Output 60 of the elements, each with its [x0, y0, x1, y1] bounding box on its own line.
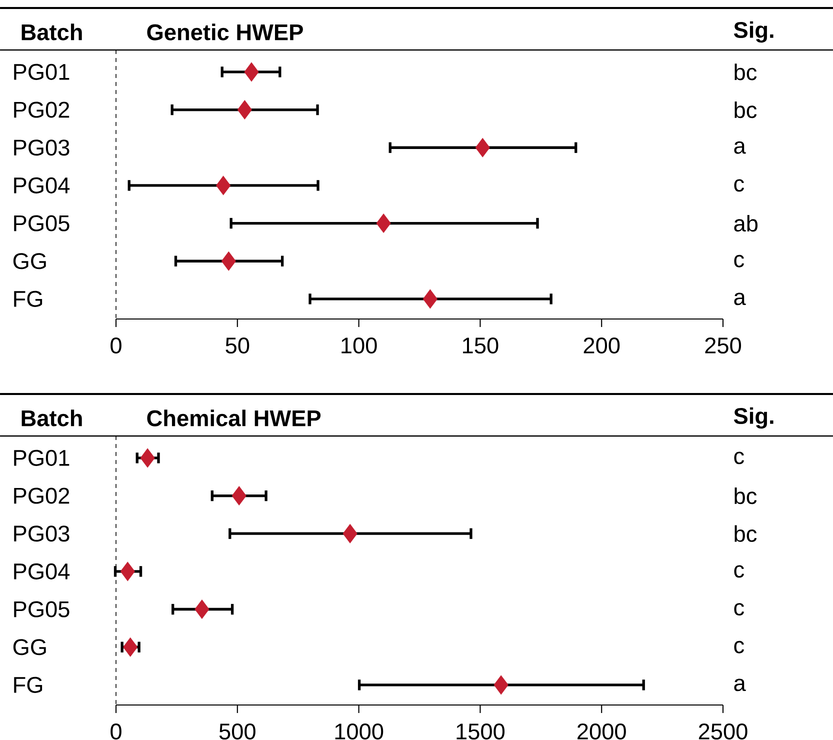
point	[216, 176, 231, 196]
text: a	[734, 292, 746, 306]
x-tick-label: 0	[110, 337, 122, 354]
x-tick-label: 50	[226, 337, 250, 354]
y-tick-label: PG03	[14, 526, 70, 542]
y-tick-label: PG05	[14, 215, 70, 232]
x-tick-label: 150	[463, 337, 498, 354]
point	[376, 214, 391, 233]
x-tick-label: 1000	[335, 723, 384, 740]
x-tick-label: 500	[219, 723, 256, 740]
y-tick-label: PG03	[14, 140, 70, 156]
chart-title: Chemical HWEP	[147, 410, 321, 426]
text: c	[734, 640, 744, 654]
text: c	[734, 452, 744, 464]
y-tick-label: PG04	[14, 563, 70, 580]
point	[221, 252, 236, 271]
y-tick-label: PG02	[14, 488, 70, 504]
point	[494, 675, 508, 695]
x-tick-label: 200	[584, 337, 620, 354]
y-tick-label: GG	[13, 253, 46, 270]
y-tick-label: PG01	[14, 450, 70, 466]
y-tick-label: PG02	[14, 102, 70, 118]
x-tick-label: 2000	[578, 723, 626, 740]
x-tick-label: 0	[110, 723, 122, 740]
point	[237, 100, 252, 120]
point	[140, 448, 155, 468]
point	[244, 62, 259, 82]
x-tick-label: 2500	[698, 723, 748, 740]
point	[120, 562, 135, 582]
y-tick-label: PG01	[14, 64, 70, 80]
text: bc	[734, 487, 757, 504]
point	[232, 486, 246, 506]
text: bc	[734, 64, 757, 80]
chart-title: Genetic HWEP	[147, 24, 303, 40]
x-tick-label: 100	[342, 337, 377, 354]
x-tick-label: 1500	[456, 723, 505, 740]
y2-axis-title: Sig.	[734, 407, 774, 429]
y-axis-title: Batch	[22, 24, 82, 40]
text: a	[734, 141, 746, 154]
text: c	[734, 254, 744, 268]
point	[475, 138, 490, 158]
text: ab	[734, 214, 758, 232]
text: c	[734, 179, 744, 192]
text: bc	[734, 525, 757, 542]
y-tick-label: PG04	[14, 177, 70, 194]
x-tick-label: 250	[705, 337, 742, 354]
y-tick-label: FG	[14, 676, 42, 693]
text: c	[734, 565, 744, 578]
text: c	[734, 603, 744, 616]
point	[342, 524, 358, 544]
y-tick-label: GG	[13, 639, 46, 656]
text: bc	[734, 101, 757, 118]
y-tick-label: PG05	[14, 601, 70, 618]
point	[194, 600, 210, 619]
point	[422, 289, 438, 309]
y2-axis-title: Sig.	[734, 21, 774, 43]
y-tick-label: FG	[14, 290, 42, 307]
point	[123, 638, 138, 657]
text: a	[734, 678, 746, 692]
y-axis-title: Batch	[22, 410, 82, 426]
